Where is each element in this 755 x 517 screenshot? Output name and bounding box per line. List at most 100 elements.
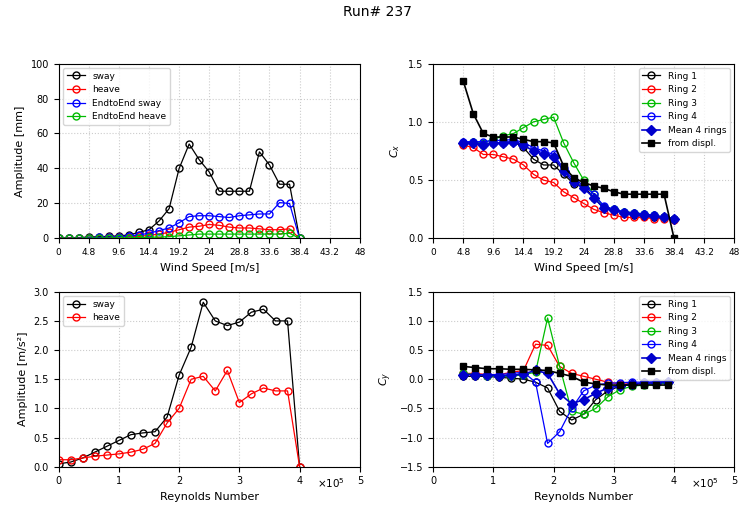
EndtoEnd sway: [214, 214, 223, 220]
Ring 4: [471, 372, 480, 378]
Mean 4 rings: [469, 140, 478, 146]
from displ.: [482, 366, 492, 372]
Mean 4 rings: [619, 210, 628, 216]
Ring 2: [507, 369, 516, 375]
EndtoEnd heave: [74, 235, 83, 241]
Ring 4: [660, 215, 669, 221]
EndtoEnd sway: [125, 233, 134, 239]
EndtoEnd sway: [245, 212, 254, 218]
heave: [265, 226, 274, 233]
Ring 4: [509, 136, 518, 142]
sway: [285, 181, 294, 187]
sway: [54, 235, 63, 241]
heave: [285, 226, 294, 232]
Ring 3: [599, 204, 609, 210]
Ring 2: [479, 151, 488, 158]
Ring 2: [649, 216, 658, 222]
Ring 1: [555, 408, 564, 415]
from displ.: [488, 134, 498, 140]
heave: [235, 225, 244, 231]
Ring 4: [519, 369, 528, 375]
heave: [199, 373, 208, 379]
Line: Ring 1: Ring 1: [460, 138, 677, 222]
Mean 4 rings: [579, 397, 588, 403]
from displ.: [589, 183, 598, 189]
Ring 4: [664, 378, 673, 385]
heave: [174, 405, 183, 412]
EndtoEnd sway: [64, 235, 73, 241]
from displ.: [507, 366, 516, 372]
X-axis label: Wind Speed [m/s]: Wind Speed [m/s]: [534, 263, 633, 273]
Ring 3: [539, 116, 548, 123]
sway: [199, 299, 208, 306]
Ring 2: [531, 341, 540, 347]
Ring 1: [519, 376, 528, 383]
Ring 3: [543, 315, 552, 321]
Ring 2: [615, 381, 624, 387]
sway: [150, 429, 159, 435]
Ring 4: [567, 405, 576, 412]
from displ.: [609, 189, 618, 195]
Ring 2: [567, 370, 576, 376]
Ring 2: [495, 372, 504, 378]
Ring 4: [579, 181, 588, 188]
Legend: sway, heave, EndtoEnd sway, EndtoEnd heave: sway, heave, EndtoEnd sway, EndtoEnd hea…: [63, 68, 170, 125]
Ring 1: [589, 194, 598, 201]
heave: [235, 400, 244, 406]
heave: [223, 368, 232, 374]
Mean 4 rings: [649, 213, 658, 219]
heave: [295, 464, 304, 470]
Y-axis label: Amplitude [mm]: Amplitude [mm]: [15, 105, 25, 196]
sway: [125, 232, 134, 238]
Line: sway: sway: [55, 141, 303, 242]
from displ.: [479, 130, 488, 136]
Line: EndtoEnd heave: EndtoEnd heave: [55, 230, 303, 242]
EndtoEnd heave: [295, 235, 304, 241]
from displ.: [555, 370, 564, 376]
sway: [114, 437, 123, 444]
Mean 4 rings: [459, 372, 468, 378]
Ring 2: [459, 142, 468, 148]
X-axis label: Reynolds Number: Reynolds Number: [535, 492, 633, 502]
sway: [275, 181, 284, 187]
Y-axis label: Amplitude [m/s²]: Amplitude [m/s²]: [18, 332, 28, 427]
sway: [91, 449, 100, 455]
from displ.: [471, 364, 480, 371]
Ring 4: [549, 151, 558, 158]
from displ.: [639, 191, 649, 197]
Ring 1: [529, 156, 538, 162]
Ring 4: [519, 140, 528, 146]
EndtoEnd heave: [85, 235, 94, 241]
Ring 3: [471, 372, 480, 378]
Ring 1: [627, 381, 636, 387]
heave: [255, 226, 264, 232]
Ring 4: [599, 203, 609, 209]
Line: Ring 2: Ring 2: [460, 142, 677, 223]
from displ.: [603, 382, 612, 388]
sway: [235, 319, 244, 325]
Ring 3: [519, 125, 528, 131]
sway: [195, 157, 204, 163]
EndtoEnd heave: [185, 232, 194, 238]
Mean 4 rings: [591, 390, 600, 397]
Ring 1: [660, 215, 669, 221]
sway: [54, 461, 63, 467]
EndtoEnd sway: [74, 235, 83, 241]
Ring 4: [591, 382, 600, 388]
Ring 1: [488, 140, 498, 146]
heave: [64, 235, 73, 241]
sway: [74, 235, 83, 241]
sway: [259, 306, 268, 312]
Ring 1: [567, 417, 576, 423]
Ring 2: [579, 373, 588, 379]
Ring 2: [482, 372, 492, 378]
EndtoEnd sway: [235, 212, 244, 219]
Ring 3: [664, 380, 673, 386]
heave: [259, 385, 268, 391]
EndtoEnd sway: [285, 201, 294, 207]
Legend: Ring 1, Ring 2, Ring 3, Ring 4, Mean 4 rings, from displ.: Ring 1, Ring 2, Ring 3, Ring 4, Mean 4 r…: [639, 296, 730, 380]
Ring 2: [639, 215, 649, 221]
Ring 2: [627, 381, 636, 387]
EndtoEnd heave: [275, 231, 284, 237]
EndtoEnd sway: [255, 211, 264, 217]
